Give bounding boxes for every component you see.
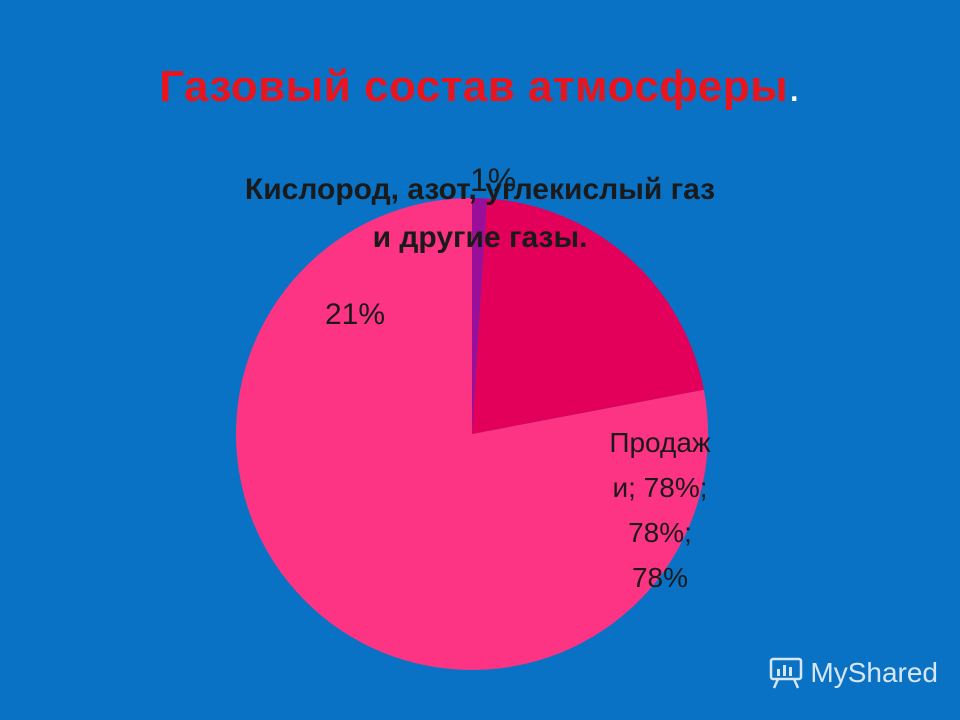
data-label-oxygen: 21% [325,298,386,331]
brand-text: MyShared [810,657,938,688]
pie-slices [236,198,708,670]
chart-title: Кислород, азот, углекислый газ и другие … [180,166,780,262]
data-label-nitrogen: Продаж и; 78%; 78%; 78% [575,420,745,600]
chart-title-line-1: Кислород, азот, углекислый газ [244,173,716,206]
slide-title: Газовый состав атмосферы. [0,62,960,112]
data-label-nitrogen-line-2: и; 78%; [612,472,708,503]
pie-slice-other-gases [472,198,487,434]
data-label-nitrogen-line-3: 78%; [628,517,692,548]
chart-title-line-2: и другие газы. [372,221,588,254]
slide-title-dot: . [788,62,801,111]
data-label-other-gases: 1% [470,162,517,198]
data-label-nitrogen-line-4: 78% [631,562,689,593]
pie-slice-oxygen [472,198,704,434]
presentation-board-icon [770,657,803,689]
watermark-brand: MyShared [768,656,938,690]
slide-title-text: Газовый состав атмосферы [159,62,789,111]
data-label-nitrogen-line-1: Продаж [609,427,711,458]
